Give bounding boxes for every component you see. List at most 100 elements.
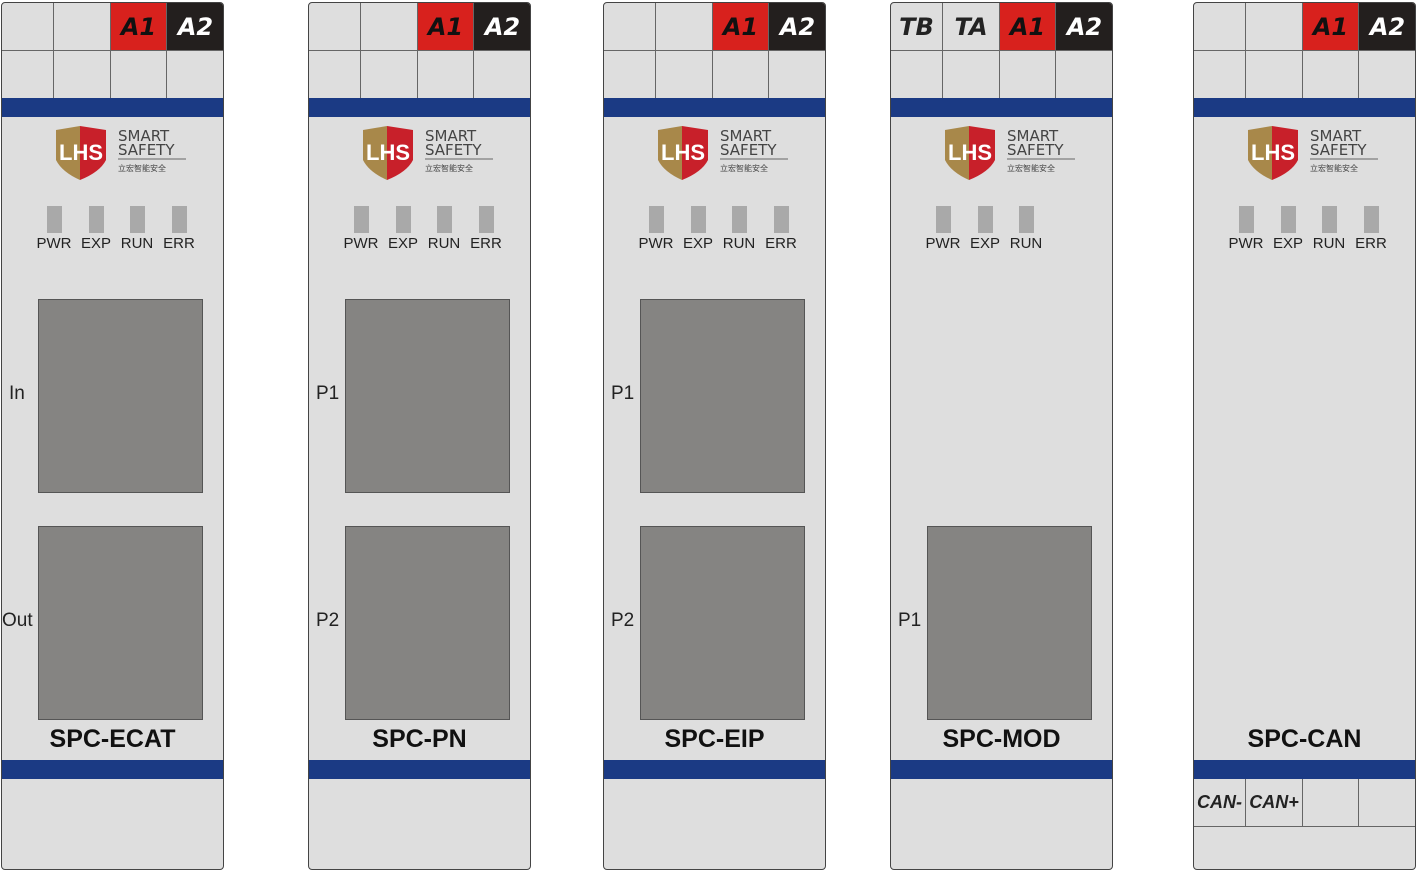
blue-band-top	[1194, 98, 1415, 117]
terminal-cell: TB	[891, 3, 943, 51]
blue-band-top	[2, 98, 223, 117]
ethernet-port	[927, 526, 1092, 720]
led-label: ERR	[163, 235, 195, 252]
blue-band-top	[891, 98, 1112, 117]
blue-band-bottom	[1194, 760, 1415, 779]
terminal-cell	[1303, 51, 1359, 99]
ethernet-port	[640, 526, 805, 720]
svg-text:SMART: SMART	[118, 127, 170, 145]
blue-band-bottom	[891, 760, 1112, 779]
terminal-cell	[309, 3, 361, 51]
led-label: EXP	[80, 235, 111, 252]
status-led-err	[479, 206, 494, 233]
status-led-pwr	[1239, 206, 1254, 233]
svg-text:立宏智能安全: 立宏智能安全	[1310, 163, 1358, 173]
module-spc-pn: A1 A2 LHS SMART SAFETY 立宏智能安全 PWR EXP RUN ERR P1 P2…	[308, 2, 531, 870]
terminal-cell	[1359, 779, 1415, 827]
terminal-cell: CAN+	[1246, 779, 1303, 827]
status-led-pwr	[649, 206, 664, 233]
terminal-cell	[1000, 51, 1056, 99]
terminal-cell	[1359, 51, 1415, 99]
svg-text:LHS: LHS	[59, 140, 103, 165]
led-label: ERR	[1355, 235, 1387, 252]
led-label: PWR	[36, 235, 72, 252]
terminal-cell	[1303, 779, 1359, 827]
terminal-cell	[418, 51, 474, 99]
status-led-exp	[691, 206, 706, 233]
status-led-err	[1364, 206, 1379, 233]
status-led-run	[437, 206, 452, 233]
module-spc-mod: TB TA A1 A2 LHS SMART SAFETY 立宏智能安全 PWR EXP RUN P1 S…	[890, 2, 1113, 870]
ethernet-port	[640, 299, 805, 493]
lhs-smart-safety-logo: LHS SMART SAFETY 立宏智能安全	[52, 124, 192, 182]
blue-band-bottom	[309, 760, 530, 779]
terminal-cell: A1	[418, 3, 474, 51]
terminal-cell: A1	[713, 3, 769, 51]
status-led-run	[1019, 206, 1034, 233]
lhs-smart-safety-logo: LHS SMART SAFETY 立宏智能安全	[941, 124, 1081, 182]
svg-text:LHS: LHS	[366, 140, 410, 165]
port-label: In	[9, 383, 25, 404]
led-label: RUN	[1312, 235, 1346, 252]
lhs-smart-safety-logo: LHS SMART SAFETY 立宏智能安全	[359, 124, 499, 182]
svg-text:LHS: LHS	[661, 140, 705, 165]
ethernet-port	[345, 299, 510, 493]
led-label: PWR	[1228, 235, 1264, 252]
status-led-exp	[89, 206, 104, 233]
terminal-cell	[54, 3, 111, 51]
led-label: RUN	[427, 235, 461, 252]
svg-text:立宏智能安全: 立宏智能安全	[425, 163, 473, 173]
terminal-cell	[656, 51, 713, 99]
svg-text:SMART: SMART	[1310, 127, 1362, 145]
port-label: P1	[611, 383, 635, 404]
terminal-cell: A2	[474, 3, 530, 51]
port-label: P2	[611, 610, 635, 631]
blue-band-bottom	[604, 760, 825, 779]
terminal-cell: TA	[943, 3, 1000, 51]
terminal-cell: A1	[1000, 3, 1056, 51]
module-spc-can: A1 A2 LHS SMART SAFETY 立宏智能安全 PWR EXP RUN ERR SPC-…	[1193, 2, 1416, 870]
terminal-cell: CAN-	[1194, 779, 1246, 827]
module-spc-ecat: A1 A2 LHS SMART SAFETY 立宏智能安全 PWR EXP RUN ERR In Ou…	[1, 2, 224, 870]
svg-text:立宏智能安全: 立宏智能安全	[118, 163, 166, 173]
terminal-cell: A2	[167, 3, 223, 51]
led-label: RUN	[1009, 235, 1043, 252]
port-label: Out	[2, 610, 33, 631]
status-led-err	[172, 206, 187, 233]
svg-text:LHS: LHS	[1251, 140, 1295, 165]
model-label: SPC-MOD	[942, 725, 1061, 753]
ethernet-port	[345, 526, 510, 720]
model-label: SPC-PN	[372, 725, 467, 753]
blue-band-bottom	[2, 760, 223, 779]
status-led-run	[130, 206, 145, 233]
led-label: EXP	[682, 235, 713, 252]
led-label: PWR	[925, 235, 961, 252]
port-label: P1	[898, 610, 922, 631]
svg-text:SMART: SMART	[1007, 127, 1059, 145]
terminal-cell	[361, 51, 418, 99]
status-led-exp	[978, 206, 993, 233]
terminal-cell: A1	[1303, 3, 1359, 51]
terminal-cell	[891, 51, 943, 99]
terminal-cell	[361, 3, 418, 51]
blue-band-top	[604, 98, 825, 117]
terminal-cell	[1194, 3, 1246, 51]
led-label: EXP	[1272, 235, 1303, 252]
svg-text:SAFETY: SAFETY	[720, 141, 777, 159]
terminal-cell	[309, 51, 361, 99]
model-label: SPC-EIP	[664, 725, 765, 753]
terminal-cell	[943, 51, 1000, 99]
terminal-cell	[167, 51, 223, 99]
status-led-run	[1322, 206, 1337, 233]
led-label: EXP	[969, 235, 1000, 252]
led-label: ERR	[765, 235, 797, 252]
terminal-cell	[656, 3, 713, 51]
ethernet-port	[38, 526, 203, 720]
svg-text:LHS: LHS	[948, 140, 992, 165]
led-label: RUN	[722, 235, 756, 252]
terminal-cell: A2	[769, 3, 825, 51]
terminal-cell: A2	[1056, 3, 1112, 51]
blue-band-top	[309, 98, 530, 117]
terminal-cell	[2, 3, 54, 51]
model-label: SPC-CAN	[1247, 725, 1362, 753]
